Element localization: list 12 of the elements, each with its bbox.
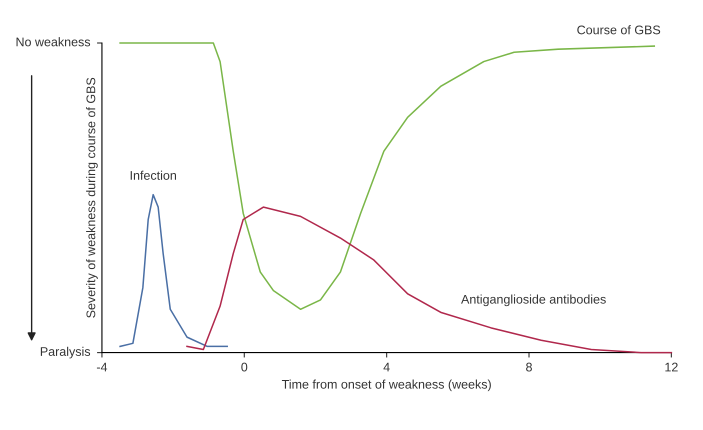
x-tick-label: 4: [383, 362, 390, 372]
series-label: Course of GBS: [577, 25, 660, 34]
y-axis-title: Severity of weakness during course of GBS: [86, 78, 98, 318]
x-tick-label: 0: [241, 362, 248, 372]
x-tick-label: 12: [665, 362, 678, 372]
x-tick-label: -4: [96, 362, 108, 372]
x-tick-label: 8: [526, 362, 532, 372]
text: No weakness: [16, 37, 90, 46]
x-axis-title: Time from onset of weakness (weeks): [282, 380, 491, 392]
series-label: Antiganglioside antibodies: [461, 294, 606, 306]
text: Paralysis: [40, 346, 90, 358]
series-label: Infection: [130, 170, 176, 180]
